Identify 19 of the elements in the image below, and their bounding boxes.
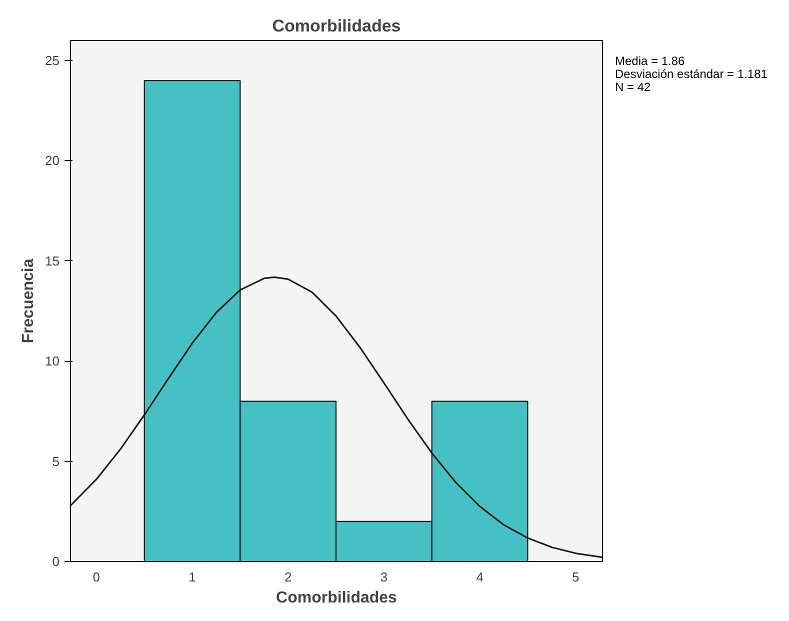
x-tick-label: 2 <box>284 570 292 584</box>
x-axis-title: Comorbilidades <box>276 590 398 606</box>
y-axis-title: Frecuencia <box>20 258 38 344</box>
x-tick-label: 5 <box>572 570 580 584</box>
x-tick-label: 0 <box>92 570 100 584</box>
y-tick-label: 20 <box>45 153 60 168</box>
text: Media = 1.86 <box>615 54 685 68</box>
text: N = 42 <box>615 80 651 94</box>
x-tick-label: 3 <box>380 570 388 584</box>
y-tick-label: 25 <box>45 53 60 68</box>
chart-title: Comorbilidades <box>272 16 401 36</box>
x-tick-label: 4 <box>476 570 484 584</box>
text: Desviación estándar = 1.181 <box>615 67 768 81</box>
y-tick-label: 5 <box>52 454 60 469</box>
x-tick-label: 1 <box>188 570 196 584</box>
y-tick-label: 0 <box>52 554 60 569</box>
y-tick-label: 10 <box>45 354 60 369</box>
line-series <box>70 276 602 558</box>
y-tick-label: 15 <box>45 253 60 268</box>
